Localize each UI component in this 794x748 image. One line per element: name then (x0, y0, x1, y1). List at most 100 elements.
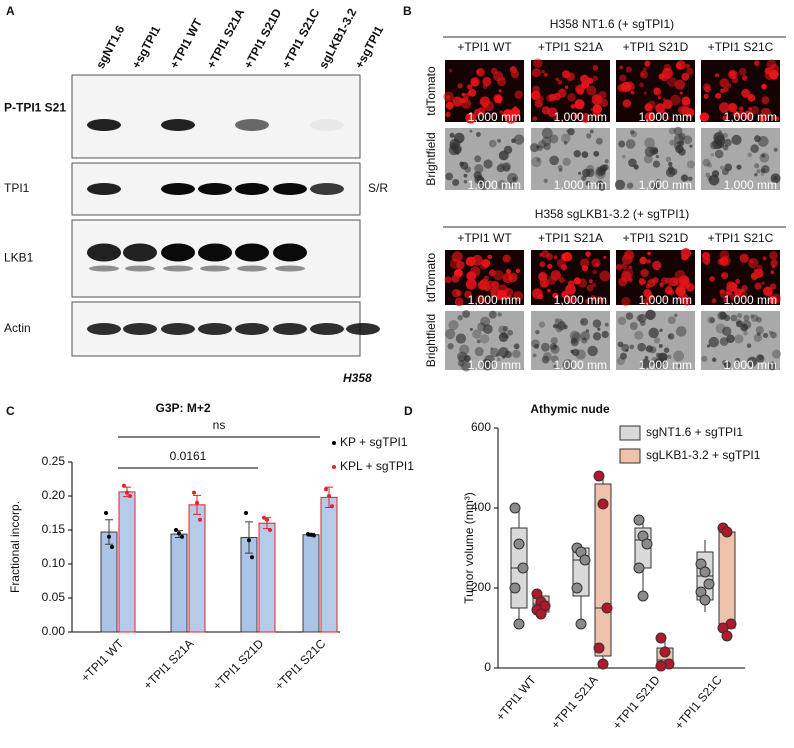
cell-spot (681, 106, 691, 116)
cell-spot (678, 148, 686, 156)
cell-spot (506, 269, 511, 275)
cell-spot (547, 288, 551, 293)
cell-spot (541, 250, 549, 258)
cell-spot (652, 260, 662, 271)
cell-spot (490, 293, 495, 298)
cell-spot (731, 134, 742, 145)
cell-spot (599, 270, 611, 282)
scale-bar: 1,000 mm (468, 293, 521, 307)
cell-spot (543, 178, 548, 183)
lane-label: +TPI1 S21C (279, 6, 322, 71)
scale-bar: 1,000 mm (554, 293, 607, 307)
cell-spot (507, 294, 512, 299)
cell-spot (497, 284, 509, 296)
blot-band (235, 243, 269, 262)
cell-spot (595, 137, 603, 145)
cell-spot (539, 261, 546, 268)
data-point (597, 658, 609, 670)
cell-spot (543, 72, 548, 77)
data-point (593, 470, 605, 482)
cell-spot (678, 287, 685, 293)
cell-spot (497, 77, 507, 87)
cell-spot (558, 168, 563, 173)
cell-spot (603, 255, 607, 259)
data-point (655, 660, 667, 672)
cell-spot (748, 257, 759, 269)
cell-spot (674, 79, 686, 90)
cell-spot (715, 92, 722, 99)
cell-spot (549, 134, 559, 144)
cell-spot (466, 271, 477, 281)
cell-spot (643, 154, 653, 164)
cell-spot (644, 356, 649, 360)
data-point (659, 646, 671, 658)
data-point (575, 618, 587, 630)
cell-spot (449, 132, 455, 138)
cell-spot (460, 161, 469, 170)
cell-spot (707, 316, 715, 324)
annotation: ns (213, 418, 226, 432)
cell-spot (644, 112, 655, 122)
blot-band (87, 183, 121, 195)
cell-spot (637, 313, 647, 323)
data-point (192, 490, 196, 495)
cell-spot (514, 90, 523, 99)
cell-spot (482, 76, 492, 86)
cell-spot (659, 328, 663, 333)
cell-spot (711, 357, 717, 363)
cell-spot (638, 278, 645, 285)
cell-spot (664, 286, 673, 295)
bar (258, 522, 276, 633)
cell-spot (656, 352, 661, 358)
cell-spot (469, 327, 473, 331)
cell-spot (592, 75, 599, 82)
legend-swatch (619, 425, 641, 441)
cell-spot (456, 260, 465, 270)
cell-spot (564, 85, 569, 89)
cell-spot (647, 279, 656, 288)
cell-spot (554, 318, 564, 329)
cell-spot (532, 58, 543, 68)
cell-spot (541, 106, 551, 115)
cell-spot (513, 134, 525, 145)
cell-spot (730, 314, 738, 322)
cell-spot (474, 174, 484, 185)
cell-spot (718, 102, 730, 113)
scale-bar: 1,000 mm (639, 110, 692, 124)
x-tick-label: +TPI1 WT (78, 636, 127, 685)
data-point (128, 494, 132, 498)
cell-spot (619, 74, 627, 82)
data-point (180, 534, 184, 539)
cell-spot (481, 184, 485, 189)
cell-spot (710, 141, 719, 150)
cell-spot (492, 113, 497, 117)
blot-band (235, 183, 269, 195)
data-point (125, 490, 129, 495)
cell-spot (668, 127, 676, 135)
lane-label: +sgTPI1 (129, 23, 163, 71)
cell-spot (540, 342, 550, 352)
cell-spot (761, 281, 765, 285)
scale-bar: 1,000 mm (468, 110, 521, 124)
cell-spot (667, 354, 672, 359)
blot-band (237, 265, 267, 272)
cell-spot (767, 67, 774, 74)
y-tick-label: 200 (471, 580, 491, 594)
cell-spot (761, 153, 765, 158)
error-bar (245, 521, 253, 554)
cell-spot (759, 152, 770, 163)
cell-spot (480, 334, 490, 344)
blot-band (310, 323, 344, 335)
cell-spot (634, 330, 644, 340)
cell-spot (750, 105, 760, 115)
cell-spot (502, 325, 509, 332)
cell-spot (714, 149, 724, 159)
cell-spot (659, 282, 664, 287)
cell-spot (586, 284, 594, 292)
row-label: LKB1 (4, 251, 34, 265)
cell-spot (719, 250, 730, 260)
y-tick-label: 0.05 (42, 590, 66, 604)
data-point (104, 511, 108, 515)
y-tick-label: 0.15 (42, 522, 66, 536)
cell-spot (772, 349, 781, 359)
